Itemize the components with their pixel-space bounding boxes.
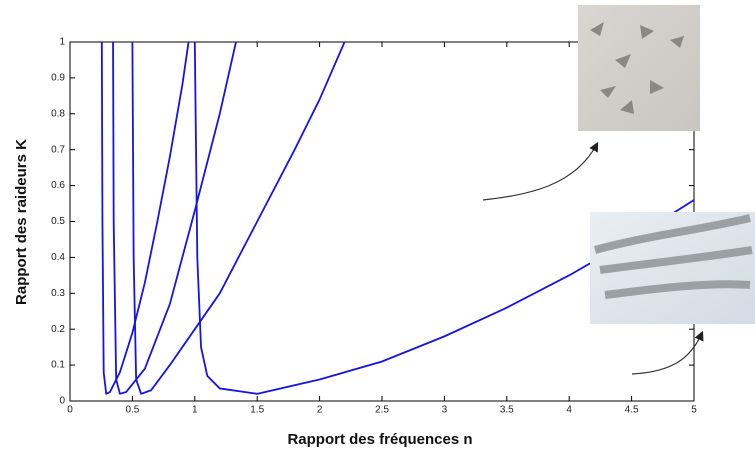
photo-detail [590, 22, 684, 114]
x-tick-label: 0 [67, 405, 73, 416]
x-tick-label: 2 [317, 405, 323, 416]
curve [100, 41, 190, 395]
y-tick-label: 0.3 [51, 288, 65, 299]
y-tick-label: 0.9 [51, 73, 65, 84]
y-tick-label: 0.2 [51, 324, 65, 335]
y-tick-label: 0.5 [51, 216, 65, 227]
x-tick-label: 3 [442, 405, 448, 416]
x-tick-label: 4 [566, 405, 572, 416]
x-tick-label: 1 [192, 405, 198, 416]
x-tick-label: 5 [691, 405, 697, 416]
x-tick-label: 4.5 [625, 405, 639, 416]
x-tick-label: 2.5 [375, 405, 389, 416]
y-tick-label: 1 [59, 37, 65, 48]
y-axis-label: Rapport des raideurs K [13, 139, 30, 305]
curve [131, 41, 346, 395]
arrow [631, 330, 704, 375]
y-tick-label: 0.7 [51, 144, 65, 155]
plot-area: 0 0.5 1 1.5 2 2.5 3 3.5 4 4.5 5 0 0.1 0.2 0.3 0.4 0.5 0.6… [51, 37, 697, 416]
x-tick-label: 1.5 [250, 405, 264, 416]
curve [112, 41, 237, 395]
y-tick-label: 0.1 [51, 360, 65, 371]
y-tick-label: 0.6 [51, 180, 65, 191]
curve [193, 41, 695, 395]
photo-clips [578, 5, 700, 131]
x-tick-label: 3.5 [500, 405, 514, 416]
x-axis-label: Rapport des fréquences n [287, 431, 472, 448]
arrow [482, 141, 599, 201]
y-tick-label: 0.8 [51, 108, 65, 119]
y-tick-label: 0 [59, 396, 65, 407]
photo-detail [593, 214, 753, 299]
y-tick-label: 0.4 [51, 252, 65, 263]
x-tick-label: 0.5 [125, 405, 139, 416]
